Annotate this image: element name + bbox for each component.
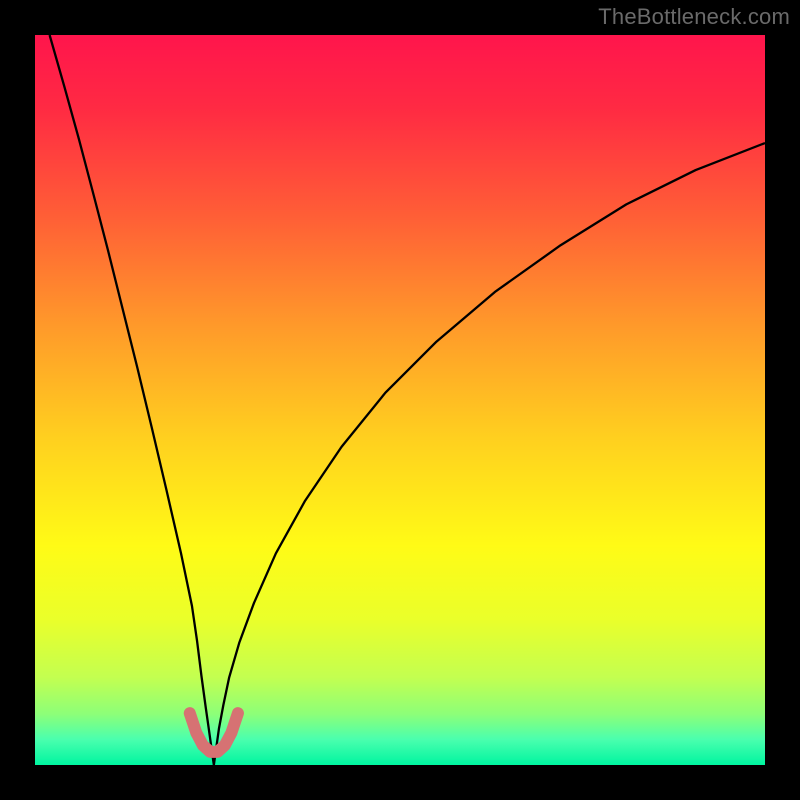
bottleneck-chart (0, 0, 800, 800)
attribution-label: TheBottleneck.com (598, 4, 790, 30)
chart-frame: TheBottleneck.com (0, 0, 800, 800)
